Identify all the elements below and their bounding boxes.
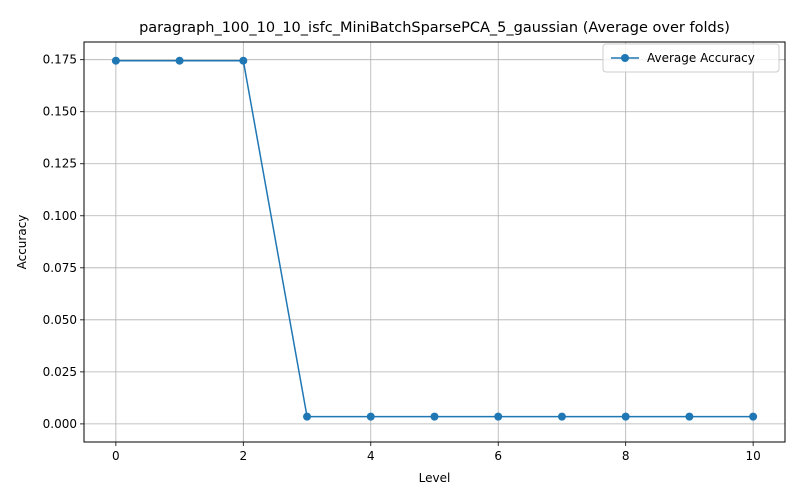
- x-tick-label: 10: [745, 449, 760, 463]
- y-tick-label: 0.150: [43, 105, 77, 119]
- data-point: [366, 412, 375, 421]
- x-tick-label: 4: [367, 449, 375, 463]
- x-axis-ticks: 0 2 4 6 8 10: [112, 442, 761, 463]
- data-point: [621, 412, 630, 421]
- y-tick-label: 0.125: [43, 157, 77, 171]
- legend-label-average-accuracy: Average Accuracy: [647, 51, 755, 65]
- y-tick-label: 0.025: [43, 365, 77, 379]
- legend: Average Accuracy: [602, 43, 780, 73]
- y-tick-label: 0.075: [43, 261, 77, 275]
- data-point: [749, 412, 758, 421]
- data-point: [430, 412, 439, 421]
- plot-frame: [83, 41, 786, 443]
- y-axis-ticks: 0.000 0.025 0.050 0.075 0.100 0.125 0.150 0.175: [43, 53, 84, 431]
- data-point: [494, 412, 503, 421]
- x-tick-label: 2: [239, 449, 247, 463]
- x-tick-label: 6: [494, 449, 502, 463]
- legend-box: [602, 43, 780, 73]
- data-point: [111, 56, 120, 65]
- x-axis-title: Level: [419, 471, 451, 485]
- y-tick-label: 0.100: [43, 209, 77, 223]
- y-tick-label: 0.000: [43, 417, 77, 431]
- series-layer: [111, 56, 758, 421]
- y-tick-label: 0.050: [43, 313, 77, 327]
- x-tick-label: 0: [112, 449, 120, 463]
- data-point: [557, 412, 566, 421]
- chart-title: paragraph_100_10_10_isfc_MiniBatchSparse…: [139, 20, 730, 36]
- y-tick-label: 0.175: [43, 53, 77, 67]
- data-point: [239, 56, 248, 65]
- legend-marker-swatch: [621, 54, 629, 62]
- y-axis-title: Accuracy: [15, 215, 29, 270]
- data-point: [175, 56, 184, 65]
- x-tick-label: 8: [622, 449, 630, 463]
- data-point: [685, 412, 694, 421]
- data-point: [303, 412, 312, 421]
